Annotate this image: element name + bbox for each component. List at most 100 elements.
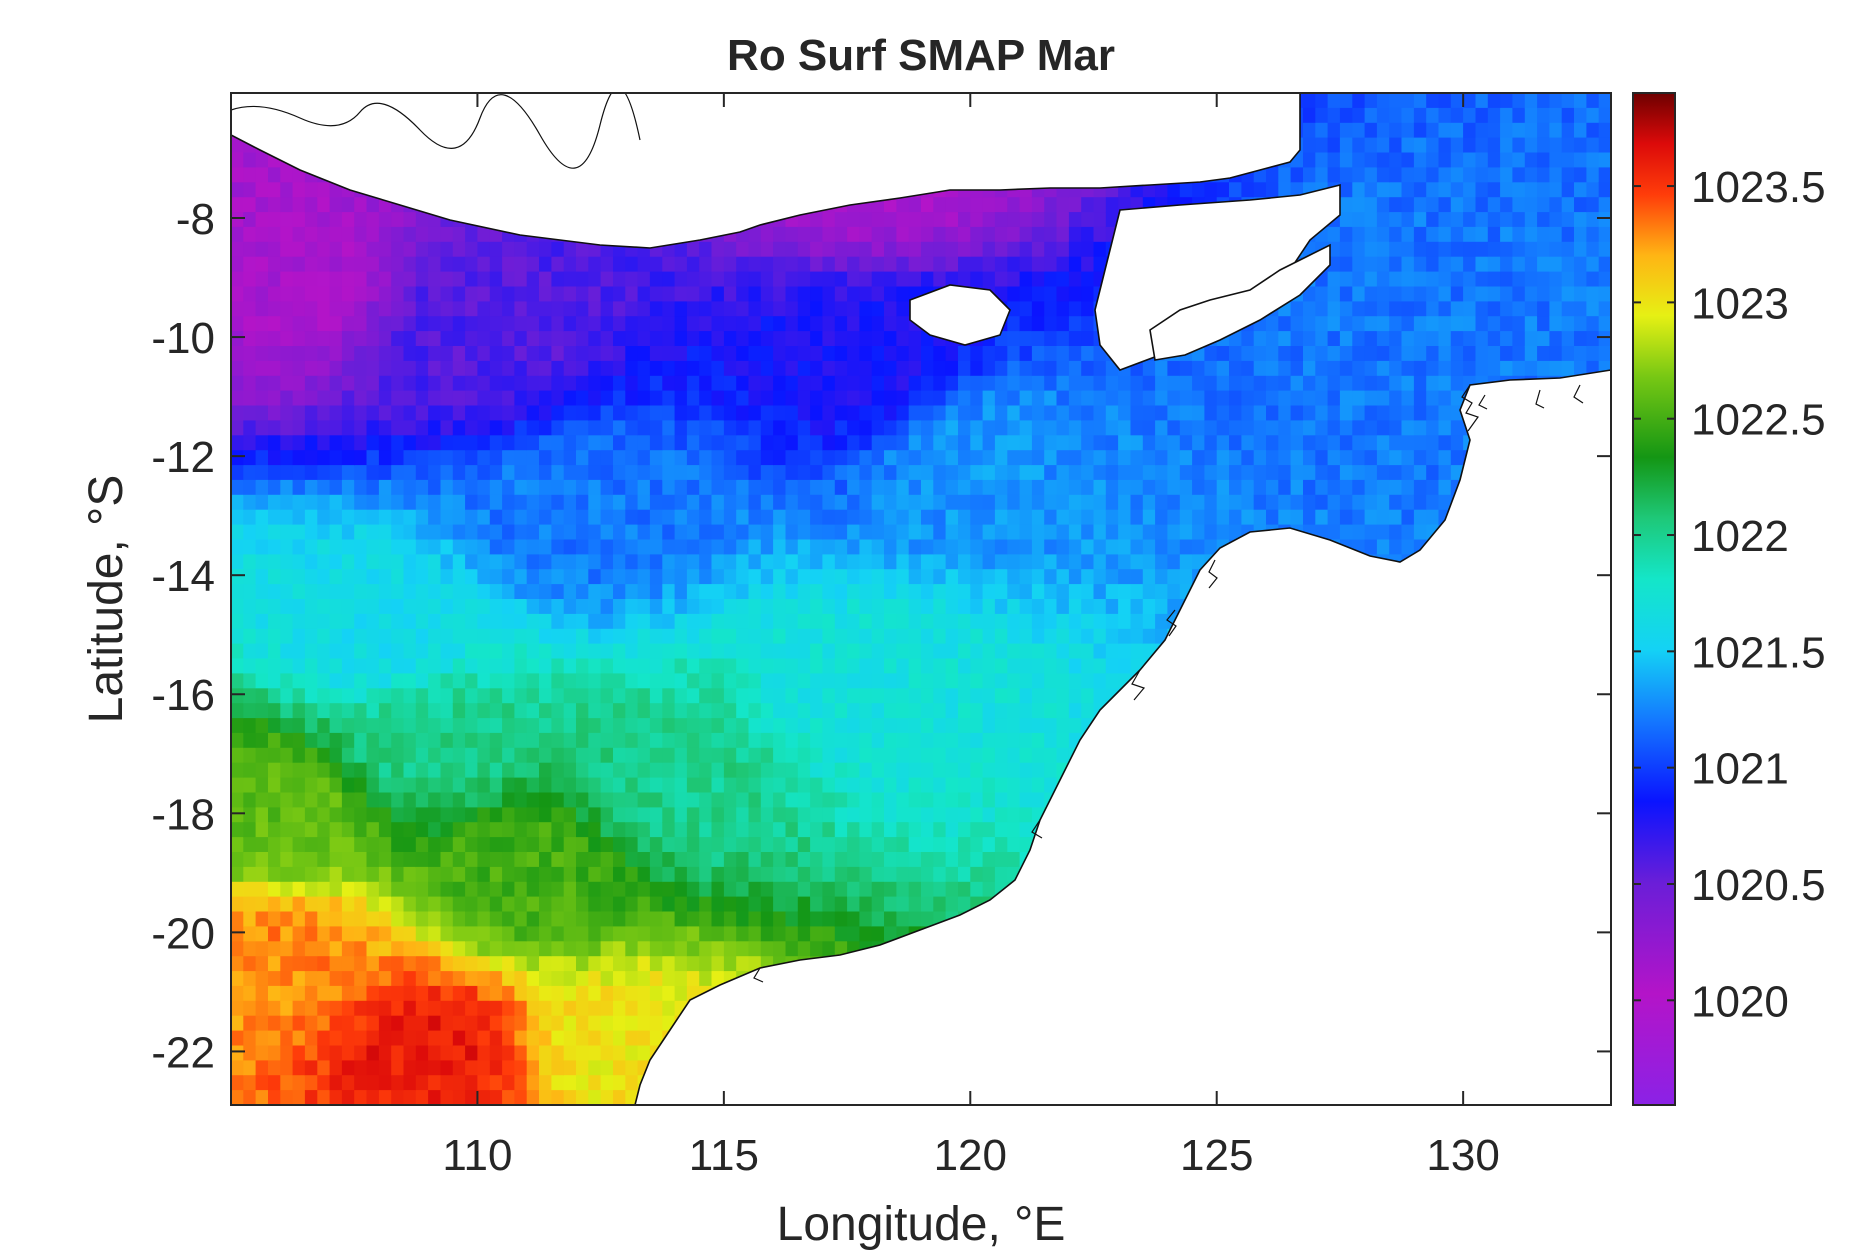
heatmap-cell (637, 658, 651, 674)
heatmap-cell (662, 881, 676, 898)
heatmap-cell (723, 346, 737, 362)
heatmap-cell (637, 599, 651, 615)
heatmap-cell (847, 852, 860, 868)
heatmap-cell (341, 331, 355, 347)
heatmap-cell (231, 167, 244, 183)
heatmap-cell (1056, 539, 1070, 555)
heatmap-cell (834, 554, 848, 570)
heatmap-cell (847, 718, 860, 734)
heatmap-cell (625, 465, 639, 481)
heatmap-cell (588, 1015, 602, 1032)
heatmap-cell (921, 465, 934, 481)
heatmap-cell (884, 866, 897, 883)
heatmap-cell (428, 941, 441, 957)
heatmap-cell (415, 241, 429, 258)
heatmap-cell (1031, 643, 1045, 660)
heatmap-cell (489, 450, 503, 466)
heatmap-cell (982, 197, 996, 213)
heatmap-cell (600, 494, 614, 511)
heatmap-cell (933, 212, 947, 228)
heatmap-cell (760, 822, 774, 838)
heatmap-cell (551, 301, 565, 317)
heatmap-cell (231, 956, 244, 972)
heatmap-cell (711, 524, 725, 541)
heatmap-cell (760, 926, 774, 942)
heatmap-cell (958, 256, 971, 273)
heatmap-cell (378, 450, 392, 466)
heatmap-cell (1031, 747, 1045, 764)
heatmap-cell (268, 524, 281, 541)
heatmap-cell (440, 465, 454, 481)
heatmap-cell (539, 271, 552, 288)
heatmap-cell (292, 732, 306, 749)
heatmap-cell (415, 613, 429, 630)
heatmap-cell (268, 837, 281, 853)
heatmap-cell (625, 1090, 639, 1105)
heatmap-cell (686, 718, 700, 734)
heatmap-cell (304, 628, 318, 645)
heatmap-cell (268, 792, 281, 808)
heatmap-cell (674, 390, 688, 407)
heatmap-cell (403, 866, 417, 883)
heatmap-cell (1068, 494, 1082, 511)
heatmap-cell (415, 1015, 429, 1032)
heatmap-cell (403, 479, 417, 496)
heatmap-cell (613, 524, 626, 541)
heatmap-cell (847, 792, 860, 808)
heatmap-cell (304, 822, 318, 838)
heatmap-cell (785, 896, 799, 913)
heatmap-cell (280, 762, 294, 779)
heatmap-cell (773, 465, 786, 481)
heatmap-cell (736, 316, 750, 332)
heatmap-cell (354, 1015, 368, 1032)
heatmap-cell (625, 375, 639, 392)
heatmap-cell (1130, 465, 1144, 481)
heatmap-cell (243, 405, 257, 421)
heatmap-cell (797, 390, 811, 407)
heatmap-cell (625, 822, 639, 838)
heatmap-cell (268, 509, 281, 526)
heatmap-cell (896, 524, 910, 541)
heatmap-cell (255, 628, 269, 645)
heatmap-cell (674, 896, 688, 913)
heatmap-cell (834, 316, 848, 332)
heatmap-cell (563, 346, 577, 362)
heatmap-cell (588, 375, 602, 392)
heatmap-cell (551, 509, 565, 526)
heatmap-cell (625, 643, 639, 660)
heatmap-cell (477, 852, 491, 868)
heatmap-cell (637, 807, 651, 823)
heatmap-cell (477, 762, 491, 779)
heatmap-cell (539, 985, 552, 1002)
heatmap-cell (292, 613, 306, 630)
heatmap-cell (514, 539, 528, 555)
heatmap-cell (526, 911, 540, 927)
heatmap-cell (847, 435, 860, 451)
heatmap-cell (255, 360, 269, 377)
heatmap-cell (415, 673, 429, 689)
heatmap-cell (797, 524, 811, 541)
heatmap-cell (465, 837, 478, 853)
heatmap-cell (588, 866, 602, 883)
heatmap-cell (884, 584, 897, 600)
heatmap-cell (231, 316, 244, 332)
heatmap-cell (502, 554, 515, 570)
heatmap-cell (489, 494, 503, 511)
heatmap-cell (415, 1090, 429, 1105)
heatmap-cell (588, 420, 602, 436)
heatmap-cell (1031, 718, 1045, 734)
heatmap-cell (637, 1030, 651, 1047)
heatmap-cell (847, 658, 860, 674)
heatmap-cell (773, 226, 786, 243)
heatmap-cell (243, 852, 257, 868)
heatmap-cell (391, 822, 405, 838)
heatmap-cell (908, 762, 922, 779)
heatmap-cell (231, 703, 244, 719)
heatmap-cell (403, 956, 417, 972)
heatmap-cell (797, 747, 811, 764)
heatmap-cell (797, 316, 811, 332)
heatmap-cell (280, 316, 294, 332)
heatmap-cell (452, 822, 466, 838)
heatmap-cell (489, 673, 503, 689)
heatmap-cell (933, 703, 947, 719)
